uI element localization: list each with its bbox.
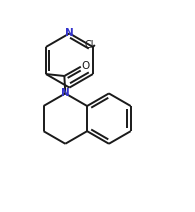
- Text: Cl: Cl: [85, 40, 94, 50]
- Text: N: N: [61, 88, 70, 98]
- Text: O: O: [81, 61, 89, 71]
- Text: N: N: [65, 28, 74, 38]
